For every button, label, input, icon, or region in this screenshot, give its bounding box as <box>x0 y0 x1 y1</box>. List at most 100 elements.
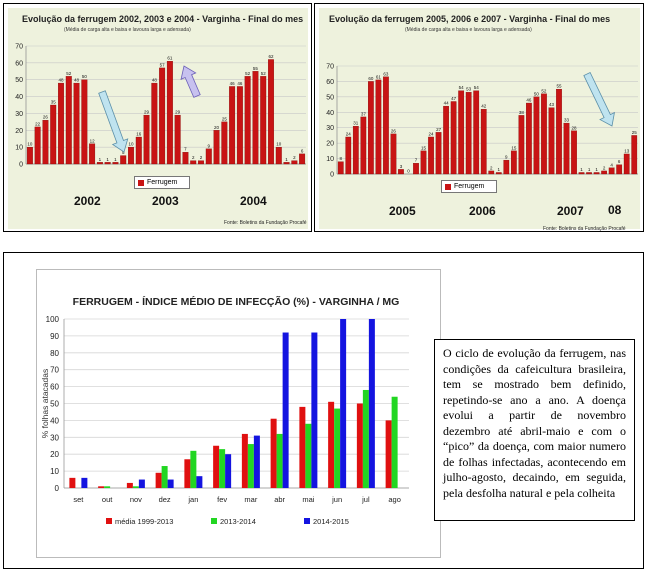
bar <box>443 105 449 175</box>
data-label: 44 <box>444 101 450 106</box>
y-tick-label: 90 <box>50 332 59 341</box>
bar <box>631 135 638 175</box>
data-label: 2 <box>603 165 606 170</box>
bar <box>58 82 64 165</box>
y-tick-label: 60 <box>326 79 334 86</box>
bar <box>244 76 251 165</box>
data-label: 1 <box>285 157 288 162</box>
legend-swatch <box>138 179 144 186</box>
data-label: 54 <box>459 85 465 90</box>
legend-label: 2014-2015 <box>313 517 349 526</box>
y-tick-label: 100 <box>46 315 60 324</box>
bar <box>352 126 359 175</box>
bar <box>541 93 547 175</box>
data-label: 46 <box>237 81 243 86</box>
bar <box>385 420 392 488</box>
data-label: 6 <box>618 159 621 164</box>
infection-index-chart: FERRUGEM - ÍNDICE MÉDIO DE INFECÇÃO (%) … <box>36 269 441 558</box>
data-label: 24 <box>429 131 435 136</box>
bar <box>73 82 80 165</box>
bar <box>526 102 532 175</box>
bar <box>128 146 134 165</box>
y-tick-label: 10 <box>15 145 23 152</box>
y-tick-label: 0 <box>330 172 334 179</box>
bar <box>104 162 111 165</box>
bar <box>488 170 495 175</box>
bar <box>98 486 105 488</box>
y-tick-label: 30 <box>326 125 334 132</box>
bar <box>276 433 283 488</box>
data-label: 15 <box>511 145 517 150</box>
data-label: 28 <box>572 125 578 130</box>
bar <box>413 163 419 175</box>
data-label: 1 <box>588 167 591 172</box>
bar <box>345 136 352 175</box>
bar <box>221 121 228 165</box>
y-tick-label: 50 <box>326 94 334 101</box>
data-label: 9 <box>208 143 211 148</box>
x-tick-label: mar <box>244 495 257 504</box>
chart-panel-2002-2004: Evolução da ferrugem 2002, 2003 e 2004 -… <box>3 3 312 232</box>
bar <box>247 444 254 488</box>
data-label: 26 <box>391 128 397 133</box>
bar <box>151 82 158 165</box>
bar <box>282 332 289 488</box>
data-label: 15 <box>421 145 427 150</box>
bar <box>50 104 57 165</box>
data-label: 60 <box>368 76 374 81</box>
bar <box>420 150 427 175</box>
data-label: 8 <box>340 156 343 161</box>
data-label: 52 <box>541 88 547 93</box>
bar <box>159 67 166 165</box>
bar <box>155 472 162 488</box>
arrow-down-icon <box>98 90 129 153</box>
bar <box>510 150 517 175</box>
data-label: 10 <box>27 142 33 147</box>
data-label: 50 <box>534 91 540 96</box>
data-label: 48 <box>58 78 64 83</box>
x-tick-label: out <box>102 495 113 504</box>
y-axis-label: % folhas atacadas <box>40 369 50 438</box>
chart-title: Evolução da ferrugem 2002, 2003 e 2004 -… <box>22 14 304 24</box>
bar <box>26 146 33 165</box>
bar <box>96 162 103 165</box>
chart-legend: Ferrugem <box>441 180 497 193</box>
data-label: 22 <box>35 121 41 126</box>
data-label: 26 <box>43 115 49 120</box>
bar <box>205 148 212 165</box>
bar <box>135 136 142 165</box>
bar <box>391 396 398 488</box>
bar <box>473 90 480 175</box>
data-label: 37 <box>361 111 367 116</box>
data-label: 5 <box>122 150 125 155</box>
x-tick-label: jul <box>361 495 370 504</box>
y-tick-label: 40 <box>50 416 59 425</box>
x-tick-label: jun <box>331 495 342 504</box>
bar <box>299 406 306 488</box>
data-label: 53 <box>466 87 472 92</box>
bar <box>81 79 88 165</box>
data-label: 47 <box>451 96 457 101</box>
data-label: 2 <box>293 155 296 160</box>
bar <box>112 162 119 165</box>
bar <box>252 71 259 165</box>
data-label: 1 <box>114 157 117 162</box>
y-tick-label: 60 <box>15 60 23 67</box>
bar <box>104 486 111 488</box>
data-label: 54 <box>474 85 480 90</box>
data-label: 52 <box>66 71 72 76</box>
data-label: 61 <box>167 56 173 61</box>
data-label: 25 <box>632 130 638 135</box>
data-label: 13 <box>624 148 630 153</box>
source-note: Fonte: Boletins da Fundação Procafé <box>224 220 307 226</box>
bar <box>616 164 623 175</box>
data-label: 6 <box>301 148 304 153</box>
source-note: Fonte: Boletins da Fundação Procafé <box>543 226 626 232</box>
bar <box>435 132 442 175</box>
bar <box>167 479 174 488</box>
data-label: 1 <box>580 167 583 172</box>
data-label: 2 <box>490 165 493 170</box>
y-tick-label: 60 <box>50 383 59 392</box>
